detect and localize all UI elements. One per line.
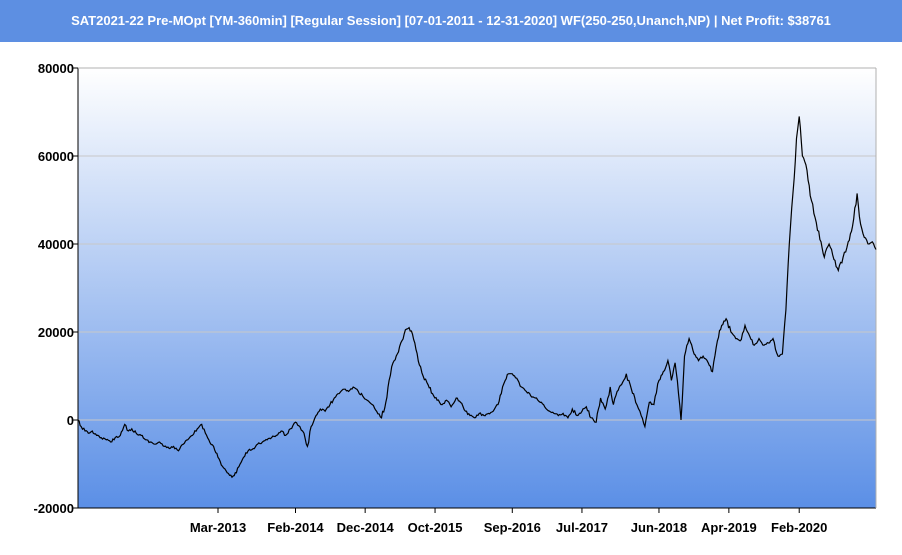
x-tick-label: Sep-2016	[484, 520, 541, 535]
y-tick-label: 40000	[38, 237, 74, 252]
x-tick-label: Dec-2014	[337, 520, 395, 535]
axes	[77, 67, 877, 509]
chart: 80000 60000 40000 20000 0 -20000 Mar-2013 Feb-…	[34, 61, 877, 535]
y-tick-label: -20000	[34, 501, 74, 516]
x-tick-label: Jun-2018	[631, 520, 687, 535]
y-tick-label: 60000	[38, 149, 74, 164]
y-axis-ticks: 80000 60000 40000 20000 0 -20000	[34, 61, 78, 516]
x-tick-label: Feb-2014	[267, 520, 324, 535]
equity-curve-line	[77, 116, 877, 479]
x-tick-label: Apr-2019	[701, 520, 757, 535]
y-tick-label: 20000	[38, 325, 74, 340]
x-tick-label: Oct-2015	[408, 520, 463, 535]
x-tick-label: Feb-2020	[771, 520, 827, 535]
y-tick-label: 80000	[38, 61, 74, 76]
window-title: SAT2021-22 Pre-MOpt [YM-360min] [Regular…	[0, 0, 902, 42]
plot-area	[78, 68, 876, 508]
x-tick-label: Mar-2013	[190, 520, 246, 535]
y-tick-label: 0	[67, 413, 74, 428]
x-tick-label: Jul-2017	[556, 520, 608, 535]
x-axis-ticks: Mar-2013 Feb-2014 Dec-2014 Oct-2015 Sep-2016…	[190, 508, 827, 535]
